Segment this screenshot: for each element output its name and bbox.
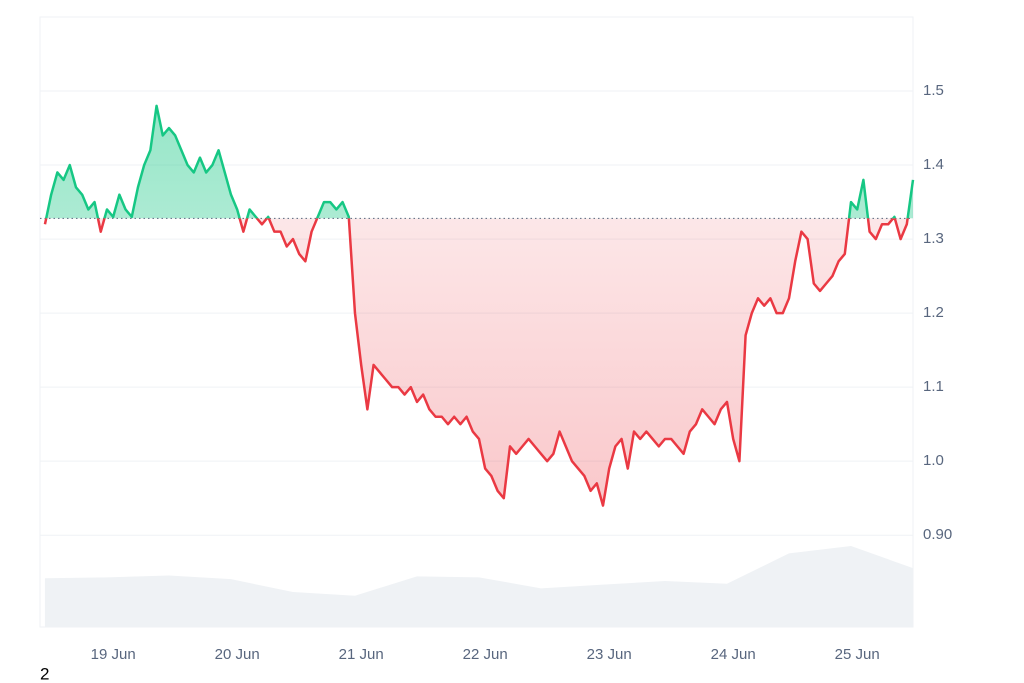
y-tick-label: 1.0	[923, 452, 944, 469]
y-tick-label: 1.4	[923, 156, 944, 173]
x-tick-label: 19 Jun	[91, 646, 136, 663]
y-tick-label: 1.1	[923, 378, 944, 395]
line-up	[44, 104, 915, 219]
footnote: 2	[40, 664, 49, 683]
area-up	[44, 105, 913, 219]
x-tick-label: 24 Jun	[711, 646, 756, 663]
x-tick-label: 23 Jun	[587, 646, 632, 663]
line-down	[43, 218, 909, 507]
x-tick-label: 21 Jun	[339, 646, 384, 663]
y-tick-label: 1.2	[923, 304, 944, 321]
area-down	[44, 218, 908, 506]
volume-area	[44, 546, 914, 627]
x-tick-label: 20 Jun	[215, 646, 260, 663]
x-tick-label: 25 Jun	[835, 646, 880, 663]
x-tick-label: 22 Jun	[463, 646, 508, 663]
y-tick-label: 0.90	[923, 526, 952, 543]
y-tick-label: 1.5	[923, 82, 944, 99]
y-tick-label: 1.3	[923, 230, 944, 247]
